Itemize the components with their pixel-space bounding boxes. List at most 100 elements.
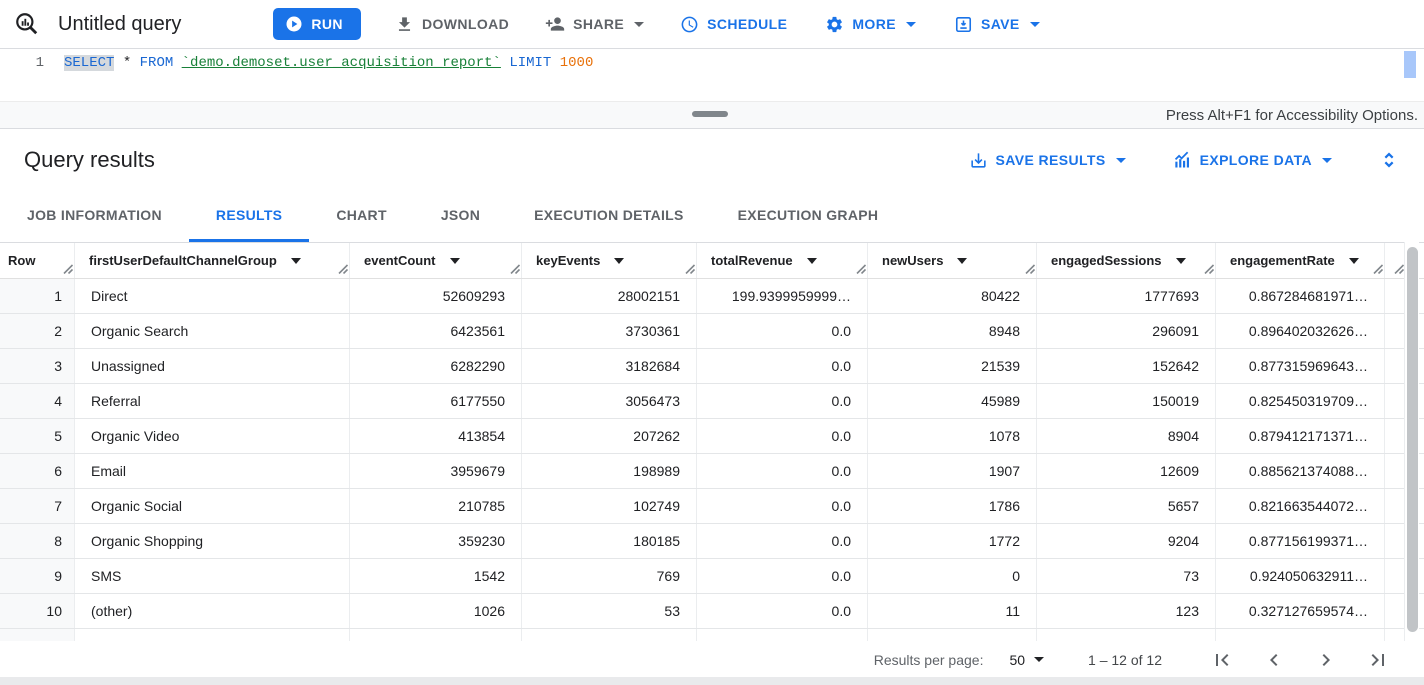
column-label: eventCount — [364, 253, 436, 268]
column-header-engagedSessions[interactable]: engagedSessions — [1037, 243, 1216, 278]
column-header-filler — [1385, 243, 1405, 278]
save-label: SAVE — [980, 16, 1020, 32]
chevron-down-icon — [634, 21, 645, 27]
cell-keyEvents: 180185 — [522, 524, 697, 558]
tab-results[interactable]: RESULTS — [188, 191, 310, 242]
horizontal-scrollbar-track[interactable] — [0, 677, 1424, 685]
tab-execution-details[interactable]: EXECUTION DETAILS — [534, 207, 684, 223]
cell-engagedSessions: 12609 — [1037, 454, 1216, 488]
save-button[interactable]: SAVE — [954, 15, 1040, 34]
query-icon — [16, 13, 38, 35]
column-header-totalRevenue[interactable]: totalRevenue — [697, 243, 868, 278]
cell-filler — [1385, 419, 1405, 453]
column-resize-handle[interactable] — [1203, 262, 1215, 277]
column-resize-handle[interactable] — [62, 262, 74, 277]
column-header-engagementRate[interactable]: engagementRate — [1216, 243, 1385, 278]
tab-execution-graph[interactable]: EXECUTION GRAPH — [737, 207, 879, 223]
column-header-keyEvents[interactable]: keyEvents — [522, 243, 697, 278]
clock-icon — [681, 16, 698, 32]
explore-data-button[interactable]: EXPLORE DATA — [1172, 150, 1332, 170]
column-menu-icon[interactable] — [614, 257, 625, 264]
download-button[interactable]: DOWNLOAD — [395, 15, 509, 34]
column-resize-handle[interactable] — [684, 262, 696, 277]
cell-firstUserDefaultChannelGroup: Unassigned — [75, 349, 350, 383]
cell-firstUserDefaultChannelGroup: Organic Video — [75, 419, 350, 453]
query-toolbar: Untitled query RUN DOWNLOAD SHARE — [0, 0, 1424, 49]
editor-scrollbar[interactable] — [1404, 51, 1416, 78]
cell-newUsers: 1907 — [868, 454, 1037, 488]
query-title[interactable]: Untitled query — [58, 12, 182, 35]
cell-newUsers: 1772 — [868, 524, 1037, 558]
page-size-value: 50 — [1009, 651, 1026, 668]
explore-data-label: EXPLORE DATA — [1199, 152, 1312, 168]
previous-page-button[interactable] — [1248, 648, 1300, 672]
schedule-button[interactable]: SCHEDULE — [680, 15, 787, 34]
cell-engagedSessions: 152642 — [1037, 349, 1216, 383]
column-header-Row[interactable]: Row — [0, 243, 75, 278]
cell-engagedSessions: 4 — [1037, 629, 1216, 642]
cell-firstUserDefaultChannelGroup: Organic Social — [75, 489, 350, 523]
last-page-button[interactable] — [1352, 648, 1404, 672]
more-button[interactable]: MORE — [825, 15, 916, 34]
cell-firstUserDefaultChannelGroup: (other) — [75, 594, 350, 628]
table-row: 1 Direct 52609293 28002151 199.9399959999… 80… — [0, 279, 1424, 314]
run-button[interactable]: RUN — [273, 8, 361, 40]
cell-keyEvents: 769 — [522, 559, 697, 593]
sql-token — [114, 55, 122, 71]
cell-engagementRate: 0.867284681971… — [1216, 279, 1385, 313]
column-header-firstUserDefaultChannelGroup[interactable]: firstUserDefaultChannelGroup — [75, 243, 350, 278]
cell-engagementRate: 1.0 — [1216, 629, 1385, 642]
first-page-icon — [1216, 653, 1229, 666]
tab-json[interactable]: JSON — [440, 207, 481, 223]
save-results-button[interactable]: SAVE RESULTS — [969, 151, 1126, 170]
column-resize-handle[interactable] — [1372, 262, 1384, 277]
first-page-button[interactable] — [1196, 648, 1248, 672]
column-menu-icon[interactable] — [290, 257, 301, 264]
cell-engagedSessions: 123 — [1037, 594, 1216, 628]
sql-token — [551, 55, 559, 71]
row-number: 6 — [0, 454, 75, 488]
column-resize-handle[interactable] — [1393, 262, 1405, 277]
column-resize-handle[interactable] — [1024, 262, 1036, 277]
row-number: 10 — [0, 594, 75, 628]
column-label: engagedSessions — [1051, 253, 1162, 268]
cell-eventCount: 52609293 — [350, 279, 522, 313]
table-vertical-scrollbar[interactable] — [1404, 242, 1419, 677]
schedule-label: SCHEDULE — [707, 16, 788, 32]
cell-firstUserDefaultChannelGroup: Organic Search — [75, 314, 350, 348]
share-button[interactable]: SHARE — [545, 14, 645, 34]
page-size-select[interactable]: 50 — [1009, 651, 1045, 668]
chevron-down-icon — [1034, 657, 1045, 662]
tab-job-information[interactable]: JOB INFORMATION — [27, 207, 162, 223]
column-resize-handle[interactable] — [337, 262, 349, 277]
column-menu-icon[interactable] — [1348, 257, 1359, 264]
cell-firstUserDefaultChannelGroup: Organic Shopping — [75, 524, 350, 558]
sql-token: `demo.demoset.user_acquisition_report` — [181, 55, 501, 71]
column-resize-handle[interactable] — [855, 262, 867, 277]
cell-totalRevenue: 0.0 — [697, 629, 868, 642]
cell-eventCount: 6423561 — [350, 314, 522, 348]
table-body: 1 Direct 52609293 28002151 199.9399959999… 80… — [0, 279, 1424, 642]
scrollbar-thumb[interactable] — [1407, 247, 1418, 632]
column-header-eventCount[interactable]: eventCount — [350, 243, 522, 278]
cell-totalRevenue: 0.0 — [697, 314, 868, 348]
column-menu-icon[interactable] — [957, 257, 968, 264]
next-page-button[interactable] — [1300, 648, 1352, 672]
cell-eventCount: 1542 — [350, 559, 522, 593]
cell-eventCount: 3959679 — [350, 454, 522, 488]
sql-editor[interactable]: 1 SELECT * FROM `demo.demoset.user_acqui… — [0, 49, 1424, 101]
row-number: 7 — [0, 489, 75, 523]
results-title: Query results — [24, 147, 155, 172]
drag-handle[interactable] — [692, 111, 728, 117]
column-resize-handle[interactable] — [509, 262, 521, 277]
column-menu-icon[interactable] — [806, 257, 817, 264]
sql-code-line[interactable]: SELECT * FROM `demo.demoset.user_acquisi… — [64, 49, 593, 101]
collapse-panel-button[interactable] — [1378, 149, 1400, 171]
column-header-newUsers[interactable]: newUsers — [868, 243, 1037, 278]
column-label: newUsers — [882, 253, 944, 268]
tab-chart[interactable]: CHART — [336, 207, 387, 223]
cell-filler — [1385, 559, 1405, 593]
more-label: MORE — [852, 16, 896, 32]
column-menu-icon[interactable] — [449, 257, 460, 264]
column-menu-icon[interactable] — [1175, 257, 1186, 264]
